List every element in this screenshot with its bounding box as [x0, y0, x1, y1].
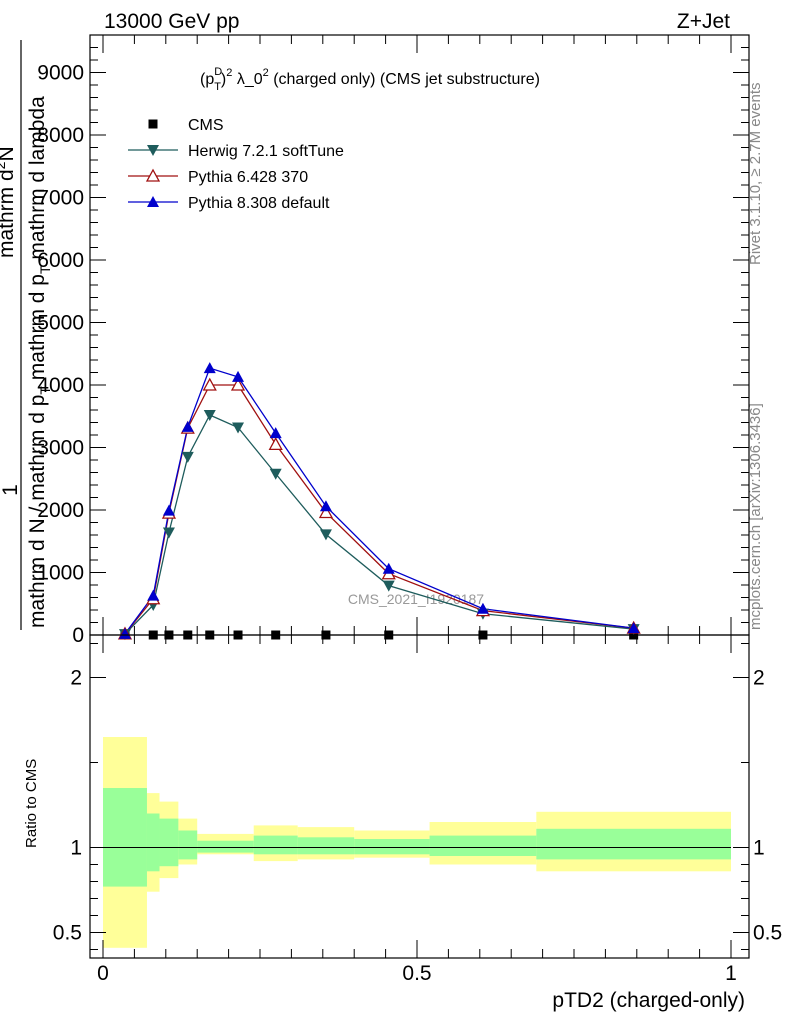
x-tick-label: 1 [725, 962, 737, 985]
title-sup-2b: 2 [263, 67, 269, 79]
legend-entry-label: Herwig 7.2.1 softTune [188, 143, 344, 160]
series-1-point [181, 451, 194, 463]
ratio-inner-band [103, 788, 147, 887]
main-y-tick-label: 7000 [37, 187, 84, 210]
series-3-point [627, 622, 640, 634]
legend-marker [145, 168, 161, 182]
ratio-inner-band [159, 818, 179, 867]
main-plot-title: (pD T)2 λ_02 (charged only) (CMS jet subs… [200, 66, 540, 93]
ratio-y-tick-label: 0.5 [53, 922, 82, 945]
series-3-point [118, 627, 131, 639]
series-3-point [203, 362, 216, 374]
main-y-axis: 0 1000 2000 3000 4000 5000 6000 7000 8000 9000 [37, 34, 749, 647]
series-3-point [382, 562, 395, 574]
series-1-point [203, 410, 216, 421]
series-1-point [382, 580, 395, 592]
main-y-tick-label: 3000 [37, 437, 84, 460]
y-label-num-1-sup: 2 [0, 161, 8, 169]
x-tick-label: 0 [97, 962, 109, 985]
ratio-y-axis: 0.5 0.5 1 1 2 2 [53, 643, 782, 950]
main-y-tick-label: 5000 [37, 312, 84, 335]
legend-entry-label: CMS [188, 117, 224, 134]
title-sub-t: T [214, 81, 221, 93]
main-plot: 0 1000 2000 3000 4000 5000 6000 7000 8000 9000 CM… [37, 34, 750, 647]
ratio-inner-band [297, 837, 355, 855]
legend-entry-label: Pythia 8.308 default [188, 195, 330, 212]
series-3-point [147, 589, 160, 601]
ratio-y-axis-label: Ratio to CMS [23, 759, 40, 848]
main-y-tick-label: 4000 [37, 374, 84, 397]
series-3-point [269, 427, 282, 439]
x-tick-label: 0.5 [402, 962, 431, 985]
title-p: (p [200, 71, 214, 88]
y-label-denominator: mathrm d N / mathrm d pT mathrm d pT mat… [26, 96, 53, 628]
y-label-den-1-sub: T [37, 386, 53, 395]
ratio-plot: 0.5 0.51 12 2 0 0.5 1 Ratio to CMS pTD2 (char… [23, 634, 782, 1012]
x-axis-label: pTD2 (charged-only) [552, 989, 745, 1012]
y-label-den-2: mathrm d p [26, 274, 49, 386]
ratio-bands [103, 737, 731, 948]
series-2-point [318, 505, 334, 519]
main-y-tick-label: 9000 [37, 62, 84, 85]
ratio-inner-band [354, 839, 430, 855]
main-y-tick-label: 0 [72, 624, 84, 647]
legend-marker [147, 196, 159, 207]
title-lambda: λ_0 [232, 71, 262, 88]
series-3-point [476, 602, 489, 614]
legend-marker [147, 145, 159, 156]
ratio-x-axis: 0 0.5 1 [97, 635, 737, 985]
title-rest: (charged only) (CMS jet substructure) [269, 71, 540, 88]
ratio-inner-band [253, 835, 298, 855]
header-left-label: 13000 GeV pp [104, 10, 239, 33]
series-3-point [232, 370, 245, 382]
ratio-y-tick-label: 1 [70, 837, 82, 860]
y-label-numerator: mathrm d2N [0, 146, 18, 258]
y-label-num-1: mathrm d [0, 169, 18, 258]
series-3-point [162, 504, 175, 516]
ratio-inner-band [536, 828, 731, 860]
series-3-point [319, 500, 332, 512]
title-close: ) [221, 71, 226, 88]
rivet-side-label: Rivet 3.1.10, ≥ 2.7M events [747, 83, 764, 266]
y-label-den-2-sub: T [37, 265, 53, 274]
y-label-den-1: mathrm d N / mathrm d p [26, 395, 49, 628]
main-y-tick-label: 6000 [37, 249, 84, 272]
ratio-inner-band [429, 835, 537, 856]
main-y-tick-label: 8000 [37, 124, 84, 147]
y-label-one: 1 [0, 484, 22, 496]
main-y-tick-label: 1000 [37, 562, 84, 585]
ratio-y-tick-label: 2 [70, 667, 82, 690]
ratio-inner-band [178, 830, 198, 860]
title-sup-2: 2 [226, 67, 232, 79]
main-y-axis-label: 1 mathrm d N / mathrm d pT mathrm d pT m… [0, 40, 53, 630]
ratio-inner-band [146, 813, 160, 872]
legend-marker [148, 119, 158, 129]
series-2-point [268, 437, 283, 451]
series-2-point [230, 377, 246, 391]
series-1-point [269, 468, 282, 480]
main-y-tick-label: 2000 [37, 499, 84, 522]
title-sup-d: D [214, 66, 222, 78]
y-label-num-2: N [0, 146, 18, 161]
ratio-plot-frame [89, 634, 750, 959]
ratio-y-tick-label-right: 1 [753, 837, 765, 860]
series-1-point [162, 527, 175, 539]
ratio-y-tick-label-right: 2 [753, 667, 765, 690]
series-1-point [319, 529, 332, 541]
series-2-point [202, 377, 217, 391]
mcplots-side-label: mcplots.cern.ch [arXiv:1306.3436] [747, 403, 764, 630]
legend: CMS Herwig 7.2.1 softTune Pythia 6.428 370… [128, 117, 344, 212]
y-label-den-3: mathrm d lambda [26, 96, 49, 266]
series-1-point [232, 422, 245, 434]
ratio-inner-band [197, 840, 254, 853]
header-right-label: Z+Jet [677, 10, 730, 33]
series-3-point [181, 420, 194, 432]
legend-entry-label: Pythia 6.428 370 [188, 169, 308, 186]
ratio-y-tick-label-right: 0.5 [753, 922, 782, 945]
